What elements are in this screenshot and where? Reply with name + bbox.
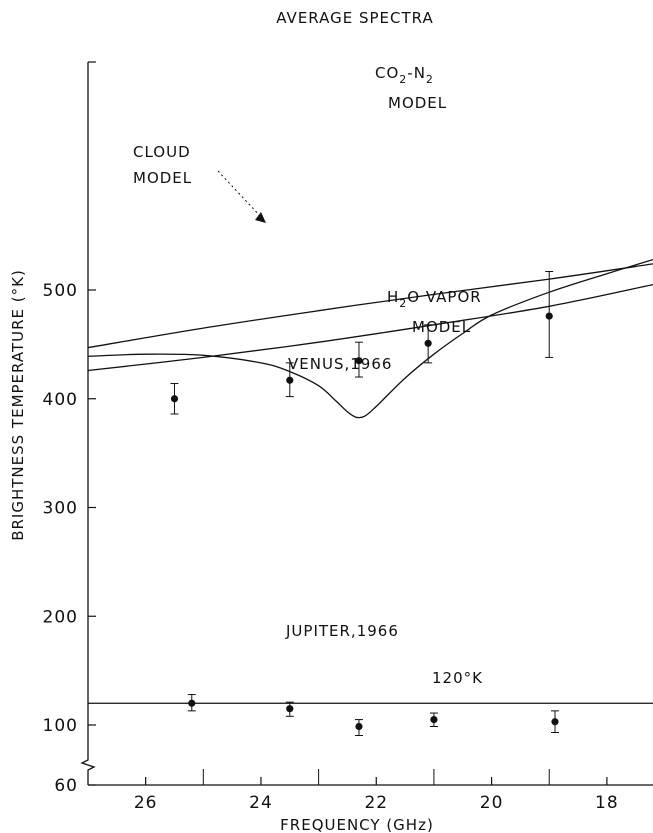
data-marker: [355, 722, 363, 731]
data-point-jupiter-1966: [285, 701, 294, 717]
y-axis-label: BRIGHTNESS TEMPERATURE (°K): [9, 269, 27, 541]
y-tick-label: 400: [43, 390, 78, 410]
x-tick-label: 20: [480, 793, 504, 813]
data-point-venus-1966: [354, 341, 363, 378]
co2-n2-model-label: CO2-N2: [375, 64, 434, 86]
y-tick-label: 200: [43, 607, 78, 627]
cloud-arrow-head: [255, 212, 266, 223]
model-curves: [87, 258, 653, 704]
y-tick-label: 500: [43, 281, 78, 301]
data-marker: [424, 339, 432, 347]
curve-h2o-vapor-model: [87, 258, 653, 419]
y-tick-label: 300: [43, 499, 78, 519]
data-point-jupiter-1966: [429, 712, 438, 727]
y-tick-label: 100: [43, 716, 78, 736]
x-tick-label: 26: [134, 793, 158, 813]
data-point-venus-1966: [170, 383, 179, 415]
chart-title: AVERAGE SPECTRA: [276, 9, 433, 27]
data-marker: [286, 705, 294, 713]
data-point-jupiter-1966: [550, 710, 559, 733]
y-tick-label: 60: [54, 776, 78, 796]
data-marker: [355, 357, 363, 365]
data-marker: [170, 395, 179, 403]
temperature-120k-label: 120°K: [432, 669, 483, 687]
h2o-vapor-model-label: H2O VAPOR: [387, 288, 482, 310]
tick-group: 60 100 200 300 400 500 26 24 22 20 18: [43, 61, 619, 813]
x-tick-label: 24: [249, 793, 273, 813]
data-marker: [188, 699, 196, 707]
cloud-model-label-line2: MODEL: [133, 169, 192, 187]
y-axis-line: [80, 62, 96, 785]
data-marker: [545, 312, 553, 320]
data-point-venus-1966: [285, 362, 294, 398]
co2-n2-model-label-line2: MODEL: [388, 94, 447, 112]
curve-cloud-model: [87, 283, 653, 372]
x-tick-label: 18: [595, 793, 619, 813]
data-point-jupiter-1966: [187, 694, 196, 712]
cloud-arrow-shaft: [217, 170, 263, 219]
data-point-venus-1966: [545, 271, 554, 358]
data-marker: [551, 718, 559, 726]
data-points: [170, 271, 559, 736]
x-tick-label: 22: [364, 793, 388, 813]
x-axis-label: FREQUENCY (GHz): [280, 816, 434, 833]
h2o-vapor-model-label-line2: MODEL: [412, 318, 471, 336]
venus-label: VENUS,1966: [288, 355, 392, 373]
jupiter-label: JUPITER,1966: [285, 622, 399, 640]
data-point-jupiter-1966: [354, 719, 363, 736]
data-marker: [430, 715, 438, 724]
data-marker: [286, 376, 294, 384]
curve-co2-n2-model: [87, 263, 653, 349]
cloud-model-arrow: [217, 170, 266, 223]
cloud-model-label: CLOUD: [133, 143, 191, 161]
data-point-venus-1966: [424, 324, 433, 364]
